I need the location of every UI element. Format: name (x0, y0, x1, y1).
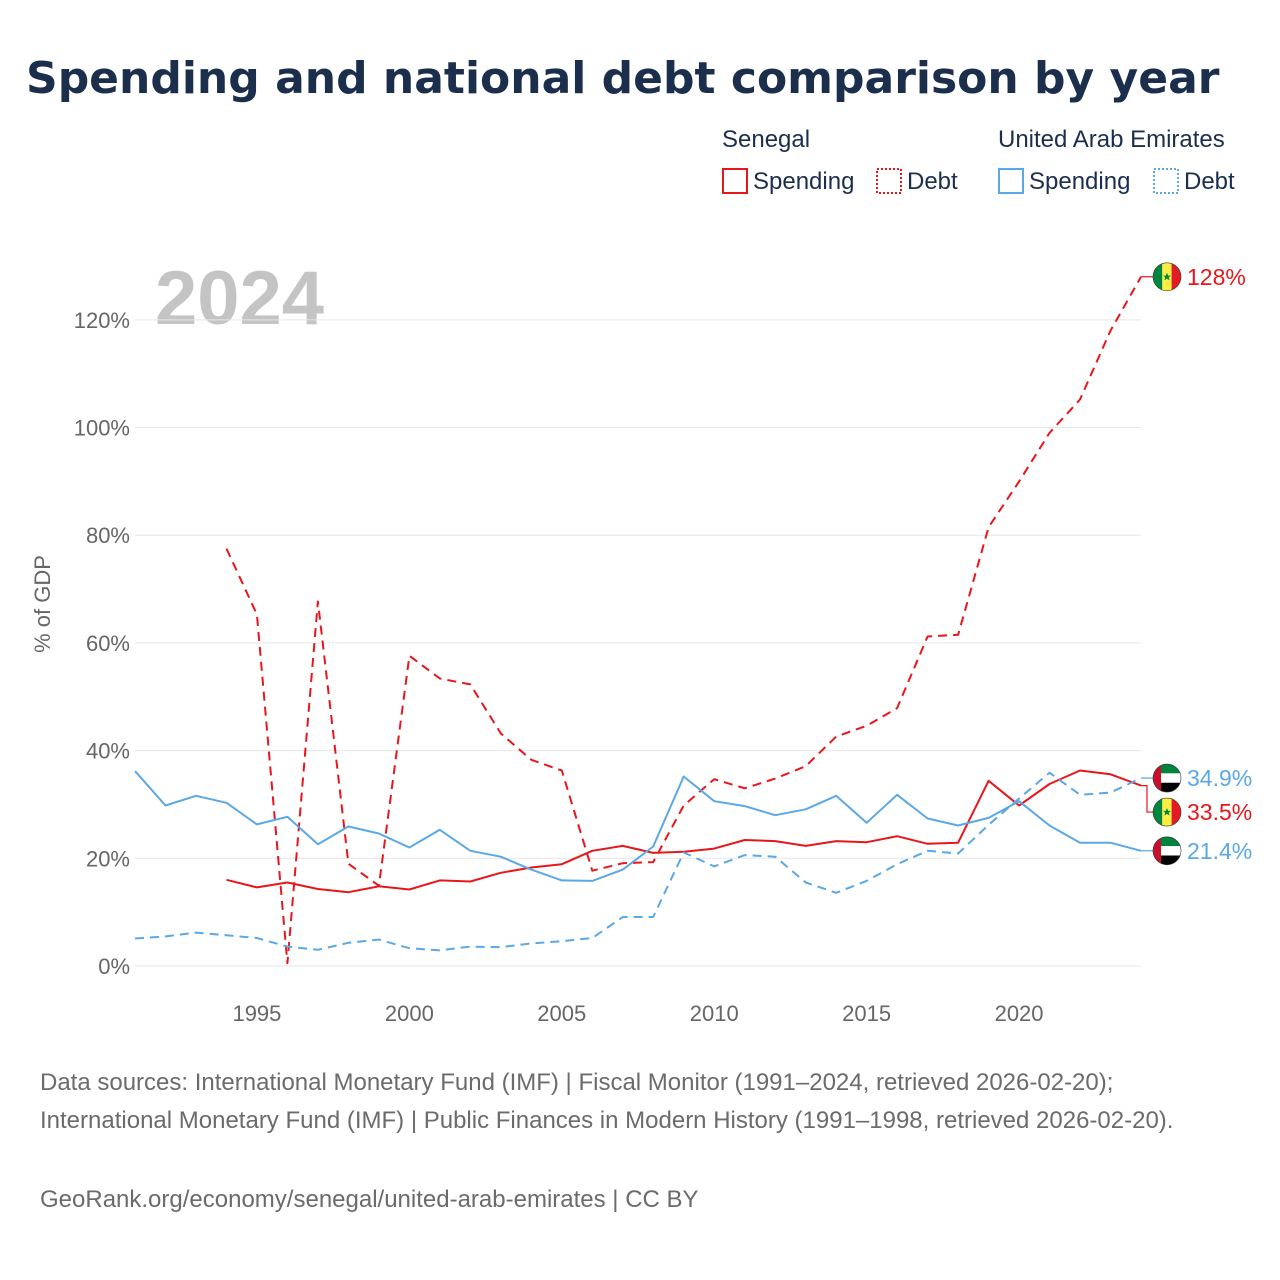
y-tick-label: 60% (86, 631, 130, 656)
y-tick-label: 20% (86, 846, 130, 871)
x-tick-label: 2015 (842, 1001, 891, 1026)
y-axis-title: % of GDP (30, 555, 55, 653)
end-labels: 128% 34.9% 33.5% 21.4% (1141, 262, 1252, 866)
y-tick-label: 0% (98, 954, 130, 979)
chart-svg: Spending and national debt comparison by… (26, 53, 1252, 1026)
grid-layer (135, 319, 1141, 967)
legend: Senegal Spending Debt United Arab Emirat… (722, 126, 1235, 195)
series-line-senegal-debt (225, 276, 1142, 965)
uae-flag-icon (1152, 763, 1182, 793)
x-tick-label: 2020 (995, 1001, 1044, 1026)
y-tick-labels: 0% 20% 40% 60% 80% 100% 120% (74, 308, 130, 979)
legend-senegal-debt-label: Debt (907, 168, 958, 195)
y-tick-label: 40% (86, 739, 130, 764)
series-layer (134, 276, 1142, 965)
year-watermark: 2024 (155, 256, 324, 341)
x-tick-label: 2010 (690, 1001, 739, 1026)
legend-senegal-heading: Senegal (722, 126, 810, 153)
x-tick-label: 2000 (385, 1001, 434, 1026)
x-tick-label: 2005 (537, 1001, 586, 1026)
chart-title: Spending and national debt comparison by… (26, 53, 1220, 104)
senegal-flag-icon (1152, 797, 1182, 827)
x-tick-labels: 1995 2000 2005 2010 2015 2020 (232, 1001, 1043, 1026)
x-tick-label: 1995 (232, 1001, 281, 1026)
legend-uae-debt-label: Debt (1184, 168, 1235, 195)
series-line-united-arab-emirates-debt (134, 771, 1142, 952)
legend-uae-debt-swatch (1153, 168, 1179, 194)
end-value-label: 128% (1187, 264, 1246, 290)
footer-sources: Data sources: International Monetary Fun… (40, 1069, 1174, 1134)
legend-uae-heading: United Arab Emirates (998, 126, 1225, 153)
legend-senegal-debt-swatch (876, 168, 902, 194)
end-value-label: 34.9% (1187, 765, 1252, 791)
legend-senegal-spending-label: Spending (753, 168, 854, 195)
end-value-label: 33.5% (1187, 799, 1252, 825)
legend-uae-spending-label: Spending (1029, 168, 1130, 195)
footer-attribution: GeoRank.org/economy/senegal/united-arab-… (40, 1186, 699, 1213)
y-tick-label: 80% (86, 523, 130, 548)
end-value-label: 21.4% (1187, 838, 1252, 864)
legend-senegal-spending-swatch (722, 168, 748, 194)
y-tick-label: 120% (74, 308, 130, 333)
legend-uae-spending-swatch (998, 168, 1024, 194)
senegal-flag-icon (1152, 262, 1182, 292)
uae-flag-icon (1152, 836, 1182, 866)
series-line-united-arab-emirates-spending (134, 770, 1142, 882)
y-tick-label: 100% (74, 416, 130, 441)
end-label-connector (1141, 785, 1153, 813)
